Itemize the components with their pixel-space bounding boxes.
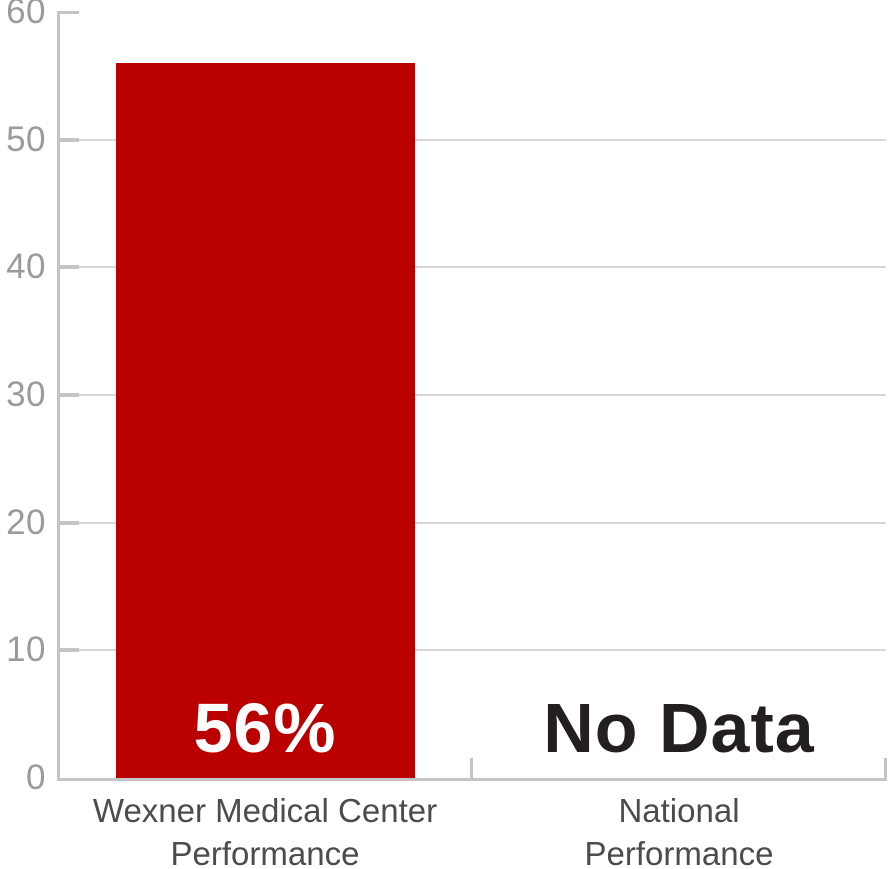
x-category-label-1: Wexner Medical Center Performance bbox=[45, 789, 485, 869]
gridline-40 bbox=[58, 266, 886, 269]
y-tick-label-30: 30 bbox=[6, 375, 46, 414]
y-tick-label-60: 60 bbox=[6, 0, 46, 31]
gridline-30 bbox=[58, 394, 886, 396]
y-tick-40 bbox=[57, 265, 79, 270]
y-tick-30 bbox=[57, 393, 79, 397]
y-tick-label-50: 50 bbox=[6, 119, 46, 159]
bar-value-label-1: 56% bbox=[193, 689, 337, 767]
y-axis-line bbox=[57, 11, 60, 781]
x-category-label-line: National bbox=[618, 792, 740, 829]
x-tick-2 bbox=[884, 758, 887, 778]
y-tick-20 bbox=[57, 520, 79, 525]
y-tick-label-40: 40 bbox=[6, 247, 46, 287]
y-tick-label-0: 0 bbox=[26, 758, 46, 797]
y-tick-10 bbox=[57, 648, 79, 653]
x-category-label-line: Performance bbox=[170, 835, 360, 869]
x-category-label-line: Performance bbox=[584, 835, 774, 869]
gridline-50 bbox=[58, 138, 886, 141]
x-category-label-2: National Performance bbox=[459, 789, 889, 869]
y-tick-label-10: 10 bbox=[6, 630, 46, 670]
y-tick-label-20: 20 bbox=[6, 502, 46, 542]
x-category-label-line: Wexner Medical Center bbox=[92, 792, 438, 829]
x-tick-1 bbox=[470, 758, 473, 778]
bar-1 bbox=[115, 63, 415, 778]
y-tick-50 bbox=[57, 137, 79, 142]
gridline-20 bbox=[58, 521, 886, 524]
x-axis-line bbox=[57, 778, 887, 781]
y-axis-top-cap bbox=[57, 11, 79, 14]
gridline-10 bbox=[58, 649, 886, 652]
no-data-label: No Data bbox=[543, 689, 815, 767]
